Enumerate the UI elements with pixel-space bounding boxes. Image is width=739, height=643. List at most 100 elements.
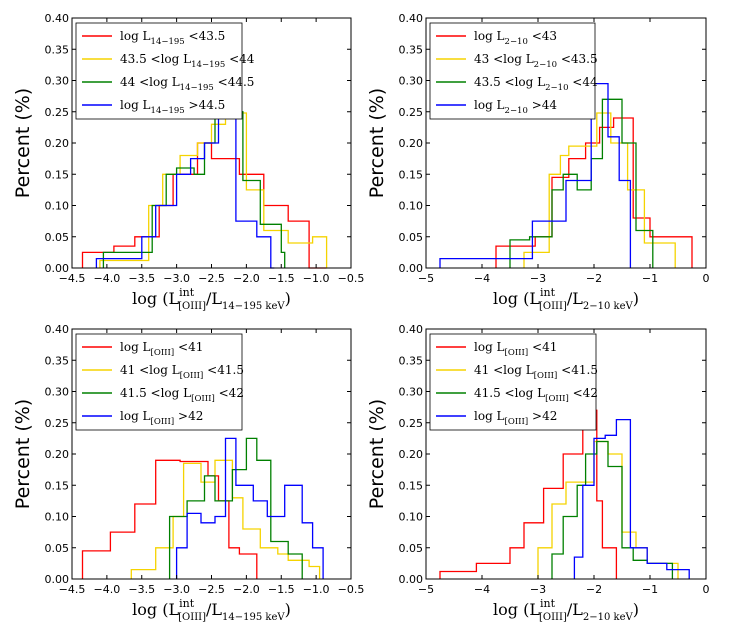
x-tick-label: −4: [474, 272, 490, 285]
y-tick-label: 0.35: [399, 43, 424, 56]
y-axis-label: Percent (%): [12, 88, 34, 198]
x-tick-label: −4.0: [94, 583, 121, 596]
legend-label: log L2−10 >44: [474, 98, 557, 116]
y-tick-label: 0.15: [399, 168, 424, 181]
histogram-series-1: [495, 117, 693, 268]
x-tick-label: −3: [530, 583, 546, 596]
x-tick-label: −4.0: [94, 272, 121, 285]
y-tick-label: 0.05: [399, 542, 424, 555]
x-tick-label: 0: [703, 272, 710, 285]
x-tick-label: −1.5: [268, 272, 295, 285]
y-tick-label: 0.35: [45, 354, 70, 367]
y-tick-label: 0.00: [45, 573, 70, 586]
x-tick-label: −2: [586, 272, 602, 285]
x-tick-label: −4: [474, 583, 490, 596]
y-tick-label: 0.40: [45, 323, 70, 336]
histogram-series-2: [99, 112, 328, 268]
legend-box: [75, 22, 243, 120]
x-tick-label: −4.5: [59, 272, 86, 285]
x-axis-label: log (Lint [OIII]/L14−195 keV): [132, 286, 291, 312]
legend-label: log L14−195 <43.5: [120, 29, 225, 47]
x-tick-label: −3: [530, 272, 546, 285]
legend-label: 41 <log L[OIII] <41.5: [474, 363, 598, 381]
y-tick-label: 0.25: [399, 106, 424, 119]
y-tick-label: 0.30: [45, 75, 70, 88]
legend: log L14−195 <43.5 43.5 <log L14−195 <44 44…: [75, 22, 255, 120]
legend-box: [429, 333, 597, 431]
y-tick-label: 0.10: [45, 200, 70, 213]
y-tick-label: 0.35: [399, 354, 424, 367]
y-tick-label: 0.00: [399, 262, 424, 275]
y-tick-label: 0.10: [399, 200, 424, 213]
x-axis-label: log (Lint [OIII]/L2−10 keV): [493, 597, 639, 623]
legend-label: 41.5 <log L[OIII] <42: [474, 386, 598, 404]
x-tick-label: −3.5: [128, 583, 155, 596]
histogram-series-4: [439, 82, 632, 268]
legend: log L[OIII] <41 41 <log L[OIII] <41.5 41.5…: [75, 333, 244, 431]
legend-label: log L[OIII] <41: [474, 340, 557, 358]
y-tick-label: 0.20: [399, 137, 424, 150]
legend-label: log L[OIII] >42: [474, 409, 557, 427]
histogram-series-4: [175, 437, 324, 579]
x-tick-label: −5: [418, 272, 434, 285]
y-tick-label: 0.15: [399, 479, 424, 492]
y-tick-label: 0.30: [399, 386, 424, 399]
histogram-series-3: [551, 440, 674, 579]
x-tick-label: −1.5: [268, 583, 295, 596]
x-axis-label: log (Lint [OIII]/L14−195 keV): [132, 597, 291, 623]
x-tick-label: −2: [586, 583, 602, 596]
x-tick-label: −2.0: [233, 272, 260, 285]
histogram-series-4: [573, 418, 690, 579]
histogram-series-3: [102, 107, 286, 268]
legend-box: [429, 22, 596, 120]
histogram-series-1: [81, 459, 258, 579]
histogram-series-1: [439, 409, 618, 579]
x-tick-label: −1: [642, 583, 658, 596]
y-tick-label: 0.20: [45, 137, 70, 150]
y-tick-label: 0.05: [45, 542, 70, 555]
x-tick-label: −3.0: [163, 272, 190, 285]
y-tick-label: 0.30: [45, 386, 70, 399]
x-tick-label: 0: [703, 583, 710, 596]
y-tick-label: 0.40: [399, 12, 424, 25]
legend-label: log L[OIII] <41: [120, 340, 203, 358]
y-tick-label: 0.25: [45, 417, 70, 430]
panel-top-left: −4.5 −4.0 −3.5 −3.0 −2.5 −2.0 −1.5 −1.0 −0.5 0.00…: [12, 12, 364, 312]
legend: log L2−10 <43 43 <log L2−10 <43.5 43.5 <lo…: [429, 22, 598, 120]
y-tick-label: 0.20: [45, 448, 70, 461]
legend-label: 43.5 <log L2−10 <44: [474, 75, 598, 93]
x-tick-label: −2.0: [233, 583, 260, 596]
legend-label: log L2−10 <43: [474, 29, 557, 47]
histogram-series-4: [95, 109, 275, 269]
x-tick-label: −0.5: [338, 272, 365, 285]
histogram-series-3: [168, 437, 303, 579]
x-tick-label: −2.5: [198, 583, 225, 596]
y-tick-label: 0.20: [399, 448, 424, 461]
y-axis-label: Percent (%): [366, 88, 388, 198]
histogram-series-3: [509, 98, 654, 268]
x-axis-label: log (Lint [OIII]/L2−10 keV): [493, 286, 639, 312]
y-tick-label: 0.25: [45, 106, 70, 119]
x-tick-label: −3.0: [163, 583, 190, 596]
x-tick-label: −0.5: [338, 583, 365, 596]
y-tick-label: 0.05: [399, 231, 424, 244]
x-tick-label: −1.0: [303, 272, 330, 285]
y-tick-label: 0.40: [399, 323, 424, 336]
y-tick-label: 0.10: [45, 511, 70, 524]
legend-label: 41 <log L[OIII] <41.5: [120, 363, 244, 381]
x-tick-label: −5: [418, 583, 434, 596]
panel-bottom-right: −5 −4 −3 −2 −1 0 0.00 0.05 0.10 0.15 0.20 0.25 0.30 0…: [366, 323, 710, 623]
y-tick-label: 0.35: [45, 43, 70, 56]
legend-label: 44 <log L14−195 <44.5: [120, 75, 254, 93]
y-tick-label: 0.40: [45, 12, 70, 25]
y-tick-label: 0.00: [45, 262, 70, 275]
x-tick-label: −1.0: [303, 583, 330, 596]
y-tick-label: 0.10: [399, 511, 424, 524]
y-tick-label: 0.30: [399, 75, 424, 88]
legend-box: [75, 333, 243, 431]
y-axis-label: Percent (%): [366, 399, 388, 509]
legend-label: log L[OIII] >42: [120, 409, 203, 427]
panel-top-right: −5 −4 −3 −2 −1 0 0.00 0.05 0.10 0.15 0.20 0.25 0.30 0…: [366, 12, 710, 312]
y-tick-label: 0.00: [399, 573, 424, 586]
